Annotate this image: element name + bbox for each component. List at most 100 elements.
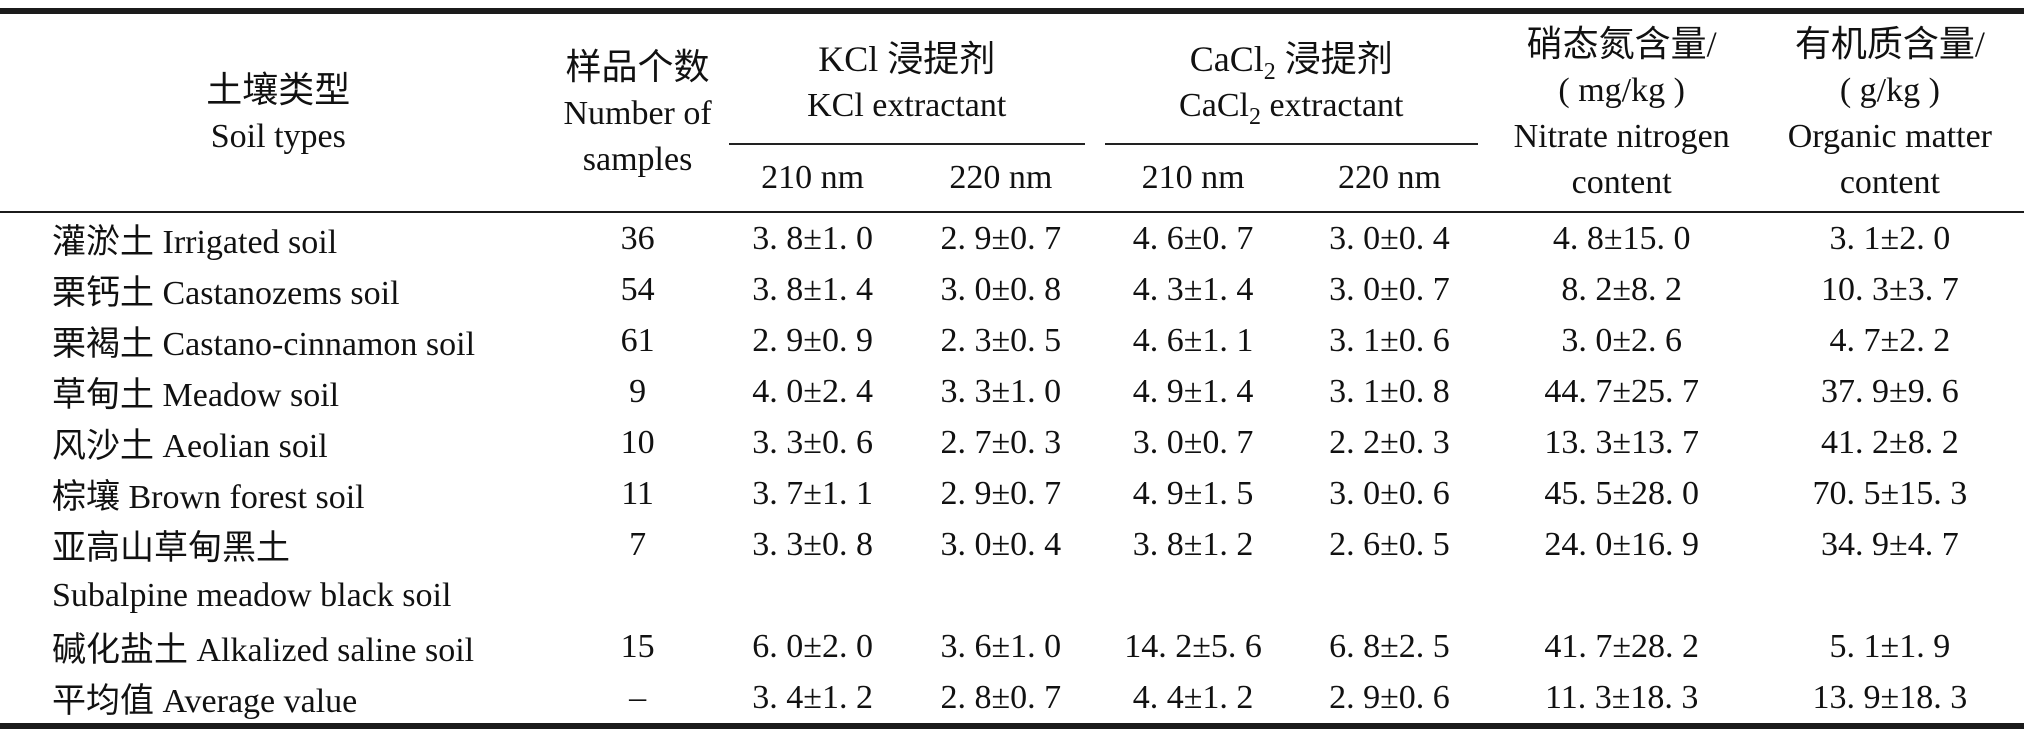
header-organic-en-1: Organic matter xyxy=(1787,117,1992,155)
cacl2-210nm-cell: 4. 4±1. 2 xyxy=(1132,678,1254,716)
nitrate-content-cell: 45. 5±28. 0 xyxy=(1544,474,1699,512)
header-samples-en-2: samples xyxy=(582,140,693,178)
kcl-220nm-cell: 2. 8±0. 7 xyxy=(940,678,1062,716)
header-number-of-samples: 样品个数 Number of samples xyxy=(556,11,719,213)
kcl-210nm-cell: 6. 0±2. 0 xyxy=(752,627,873,665)
header-nitrate-en-2: content xyxy=(1571,163,1672,201)
header-organic-en-2: content xyxy=(1839,163,1940,201)
table-row: 碱化盐土 Alkalized saline soil 15 6. 0±2. 0 … xyxy=(0,621,2024,672)
organic-matter-cell: 5. 1±1. 9 xyxy=(1829,627,1951,665)
table-row: 栗钙土 Castanozems soil 54 3. 8±1. 4 3. 0±0… xyxy=(0,264,2024,315)
header-kcl-220nm: 220 nm xyxy=(906,145,1095,213)
header-kcl-en: KCl extractant xyxy=(807,87,1007,124)
header-samples-en-1: Number of xyxy=(563,94,712,132)
num-samples-cell: 36 xyxy=(620,219,655,257)
nitrate-content-cell: 41. 7±28. 2 xyxy=(1544,627,1699,665)
cacl2-220nm-cell: 2. 9±0. 6 xyxy=(1329,678,1450,716)
cacl2-220nm-cell xyxy=(1291,570,1487,621)
nitrate-content-cell: 4. 8±15. 0 xyxy=(1552,219,1691,257)
kcl-210nm-cell: 3. 8±1. 0 xyxy=(752,219,873,257)
organic-matter-cell: 37. 9±9. 6 xyxy=(1821,372,1959,410)
kcl-220nm-cell xyxy=(907,570,1095,621)
kcl-210nm-cell: 4. 0±2. 4 xyxy=(752,372,873,410)
kcl-210nm-cell: 3. 3±0. 8 xyxy=(752,525,873,563)
kcl-220nm-cell: 2. 7±0. 3 xyxy=(940,423,1062,461)
table-row: 平均值 Average value – 3. 4±1. 2 2. 8±0. 7 … xyxy=(0,672,2024,726)
cacl2-220nm-cell: 3. 1±0. 8 xyxy=(1329,372,1450,410)
cacl2-210nm-cell: 14. 2±5. 6 xyxy=(1124,627,1262,665)
organic-matter-cell: 13. 9±18. 3 xyxy=(1812,678,1968,716)
kcl-220nm-cell: 3. 0±0. 8 xyxy=(940,270,1062,308)
kcl-210nm-cell: 2. 9±0. 9 xyxy=(752,321,873,359)
organic-matter-cell: 10. 3±3. 7 xyxy=(1821,270,1959,308)
num-samples-cell: 15 xyxy=(620,627,655,665)
cacl2-220nm-cell: 3. 0±0. 7 xyxy=(1329,270,1450,308)
header-soil-types-zh: 土壤类型 xyxy=(206,69,351,110)
kcl-210nm-cell xyxy=(719,570,907,621)
num-samples-cell: 61 xyxy=(620,321,655,359)
cacl2-210nm-cell: 4. 6±1. 1 xyxy=(1132,321,1254,359)
cacl2-210nm-cell: 4. 3±1. 4 xyxy=(1132,270,1254,308)
soil-measurement-table: 土壤类型 Soil types 样品个数 Number of samples K… xyxy=(0,8,2024,729)
nitrate-content-cell: 11. 3±18. 3 xyxy=(1544,678,1699,716)
cacl2-220nm-cell: 3. 0±0. 6 xyxy=(1329,474,1450,512)
kcl-210nm-cell: 3. 7±1. 1 xyxy=(752,474,873,512)
cacl2-220nm-cell: 3. 1±0. 6 xyxy=(1329,321,1450,359)
header-organic-unit: ( g/kg ) xyxy=(1839,71,1940,109)
num-samples-cell: 10 xyxy=(620,423,655,461)
soil-type-cell: 灌淤土 Irrigated soil xyxy=(52,224,338,261)
table-row: 棕壤 Brown forest soil 11 3. 7±1. 1 2. 9±0… xyxy=(0,468,2024,519)
kcl-210nm-cell: 3. 4±1. 2 xyxy=(752,678,873,716)
table-row: 栗褐土 Castano-cinnamon soil 61 2. 9±0. 9 2… xyxy=(0,315,2024,366)
header-kcl-zh: KCl 浸提剂 xyxy=(818,39,996,79)
table-row: 灌淤土 Irrigated soil 36 3. 8±1. 0 2. 9±0. … xyxy=(0,212,2024,264)
table-body: 灌淤土 Irrigated soil 36 3. 8±1. 0 2. 9±0. … xyxy=(0,212,2024,726)
soil-type-cell: 栗褐土 Castano-cinnamon soil xyxy=(52,326,476,363)
soil-type-cell: 亚高山草甸黑土 xyxy=(52,530,290,567)
num-samples-cell: 7 xyxy=(629,525,647,563)
num-samples-cell: 54 xyxy=(620,270,655,308)
kcl-220nm-cell: 2. 3±0. 5 xyxy=(940,321,1062,359)
header-organic-matter-content: 有机质含量/ ( g/kg ) Organic matter content xyxy=(1755,11,2024,213)
table-row: Subalpine meadow black soil xyxy=(0,570,2024,621)
nitrate-content-cell: 8. 2±8. 2 xyxy=(1561,270,1682,308)
cacl2-210nm-cell: 4. 9±1. 5 xyxy=(1132,474,1254,512)
soil-type-cell: 碱化盐土 Alkalized saline soil xyxy=(52,632,475,669)
header-cacl2-extractant-group: CaCl2 浸提剂 CaCl2 extractant xyxy=(1095,11,1488,145)
soil-type-cell: 栗钙土 Castanozems soil xyxy=(52,275,400,312)
header-soil-types-en: Soil types xyxy=(210,117,346,155)
nitrate-content-cell: 13. 3±13. 7 xyxy=(1544,423,1699,461)
organic-matter-cell: 70. 5±15. 3 xyxy=(1812,474,1968,512)
table-row: 亚高山草甸黑土 7 3. 3±0. 8 3. 0±0. 4 3. 8±1. 2 … xyxy=(0,519,2024,570)
kcl-220nm-cell: 3. 0±0. 4 xyxy=(940,525,1062,563)
cacl2-210nm-cell: 4. 9±1. 4 xyxy=(1132,372,1254,410)
kcl-220nm-cell: 2. 9±0. 7 xyxy=(940,219,1062,257)
organic-matter-cell xyxy=(1756,570,2024,621)
organic-matter-cell: 3. 1±2. 0 xyxy=(1829,219,1951,257)
kcl-220nm-cell: 3. 6±1. 0 xyxy=(940,627,1062,665)
header-nitrate-en-1: Nitrate nitrogen xyxy=(1513,117,1730,155)
nitrate-content-cell xyxy=(1488,570,1756,621)
cacl2-group-rule xyxy=(1104,143,1478,145)
nitrate-content-cell: 24. 0±16. 9 xyxy=(1544,525,1699,563)
header-cacl2-zh: CaCl2 浸提剂 xyxy=(1189,39,1393,85)
soil-type-cell: 草甸土 Meadow soil xyxy=(52,377,340,414)
cacl2-220nm-cell: 3. 0±0. 4 xyxy=(1329,219,1450,257)
header-kcl-extractant-group: KCl 浸提剂 KCl extractant xyxy=(719,11,1095,145)
table-row: 草甸土 Meadow soil 9 4. 0±2. 4 3. 3±1. 0 4.… xyxy=(0,366,2024,417)
header-cacl2-210nm: 210 nm xyxy=(1094,145,1292,213)
organic-matter-cell: 41. 2±8. 2 xyxy=(1821,423,1959,461)
header-nitrate-zh: 硝态氮含量/ xyxy=(1526,23,1717,64)
header-kcl-210nm: 210 nm xyxy=(718,145,907,213)
cacl2-220nm-cell: 2. 2±0. 3 xyxy=(1329,423,1450,461)
header-cacl2-220nm: 220 nm xyxy=(1291,145,1488,213)
header-soil-types: 土壤类型 Soil types xyxy=(0,11,557,213)
soil-type-cell: 平均值 Average value xyxy=(52,683,358,720)
kcl-210nm-cell: 3. 3±0. 6 xyxy=(752,423,873,461)
header-nitrate-unit: ( mg/kg ) xyxy=(1558,71,1685,109)
nitrate-content-cell: 44. 7±25. 7 xyxy=(1544,372,1699,410)
cacl2-210nm-cell: 3. 0±0. 7 xyxy=(1132,423,1254,461)
cacl2-220nm-cell: 6. 8±2. 5 xyxy=(1329,627,1450,665)
cacl2-210nm-cell: 4. 6±0. 7 xyxy=(1132,219,1254,257)
